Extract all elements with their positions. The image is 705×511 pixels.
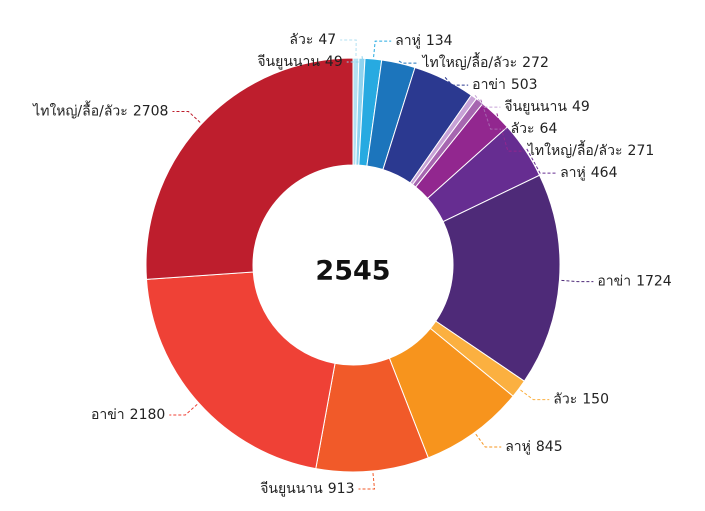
label-value: 2180 <box>130 407 166 423</box>
data-label: จีนยูนนาน 49 <box>504 99 589 115</box>
data-label: ไทใหญ่/ลื้อ/ลัวะ 272 <box>421 52 548 71</box>
leader-line <box>474 95 501 108</box>
label-value: 272 <box>522 55 549 71</box>
data-label: ไทใหญ่/ลื้อ/ลัวะ 2708 <box>32 101 168 120</box>
donut-segment <box>145 57 354 280</box>
label-value: 49 <box>325 54 343 70</box>
data-label: จีนยูนนาน 913 <box>260 481 354 497</box>
label-value: 64 <box>540 121 558 137</box>
label-value: 49 <box>572 99 590 115</box>
data-label: อาข่า 2180 <box>91 407 165 423</box>
leader-line <box>398 60 419 64</box>
label-value: 913 <box>328 481 355 497</box>
label-value: 503 <box>511 77 538 93</box>
label-value: 1724 <box>636 274 672 290</box>
data-label: ไทใหญ่/ลื้อ/ลัวะ 271 <box>527 140 654 159</box>
label-name: ลัวะ <box>289 32 313 48</box>
label-value: 845 <box>536 439 563 455</box>
leader-line <box>346 56 364 63</box>
leader-line <box>358 472 376 490</box>
label-name: อาข่า <box>91 407 125 423</box>
leader-line <box>444 77 469 86</box>
data-label: ลัวะ 64 <box>511 121 558 137</box>
donut-segment <box>435 174 561 382</box>
label-name: ลาหู่ <box>395 33 421 49</box>
label-name: อาข่า <box>597 274 631 290</box>
leader-line <box>526 148 557 174</box>
data-label: จีนยูนนาน 49 <box>257 54 342 70</box>
leader-line <box>561 279 594 283</box>
leader-line <box>172 111 201 123</box>
label-name: จีนยูนนาน <box>504 99 567 115</box>
leader-line <box>169 403 198 416</box>
label-name: ลาหู่ <box>505 439 531 455</box>
leader-line <box>373 40 392 58</box>
label-name: ลัวะ <box>511 121 535 137</box>
label-name: ลัวะ <box>553 392 577 408</box>
label-value: 464 <box>591 165 618 181</box>
label-value: 134 <box>426 33 453 49</box>
label-name: ไทใหญ่/ลื้อ/ลัวะ <box>527 140 623 159</box>
label-name: ลาหู่ <box>560 165 586 181</box>
label-value: 271 <box>628 143 655 159</box>
label-name: ไทใหญ่/ลื้อ/ลัวะ <box>32 101 128 120</box>
label-name: ไทใหญ่/ลื้อ/ลัวะ <box>421 52 517 71</box>
label-value: 2708 <box>133 104 169 120</box>
center-title: 2545 <box>315 256 390 287</box>
label-value: 47 <box>318 32 336 48</box>
data-label: ลาหู่ 464 <box>560 165 617 181</box>
data-label: ลาหู่ 845 <box>505 439 562 455</box>
label-name: จีนยูนนาน <box>257 54 320 70</box>
data-label: อาข่า 503 <box>472 77 537 93</box>
leader-line <box>340 39 357 57</box>
label-name: จีนยูนนาน <box>260 481 323 497</box>
leader-line <box>475 433 502 448</box>
label-name: อาข่า <box>472 77 506 93</box>
label-value: 150 <box>582 392 609 408</box>
data-label: ลัวะ 47 <box>289 32 336 48</box>
leader-line <box>520 389 550 401</box>
data-label: ลัวะ 150 <box>553 392 609 408</box>
data-label: อาข่า 1724 <box>597 274 671 290</box>
donut-segment <box>145 271 336 470</box>
data-label: ลาหู่ 134 <box>395 33 452 49</box>
